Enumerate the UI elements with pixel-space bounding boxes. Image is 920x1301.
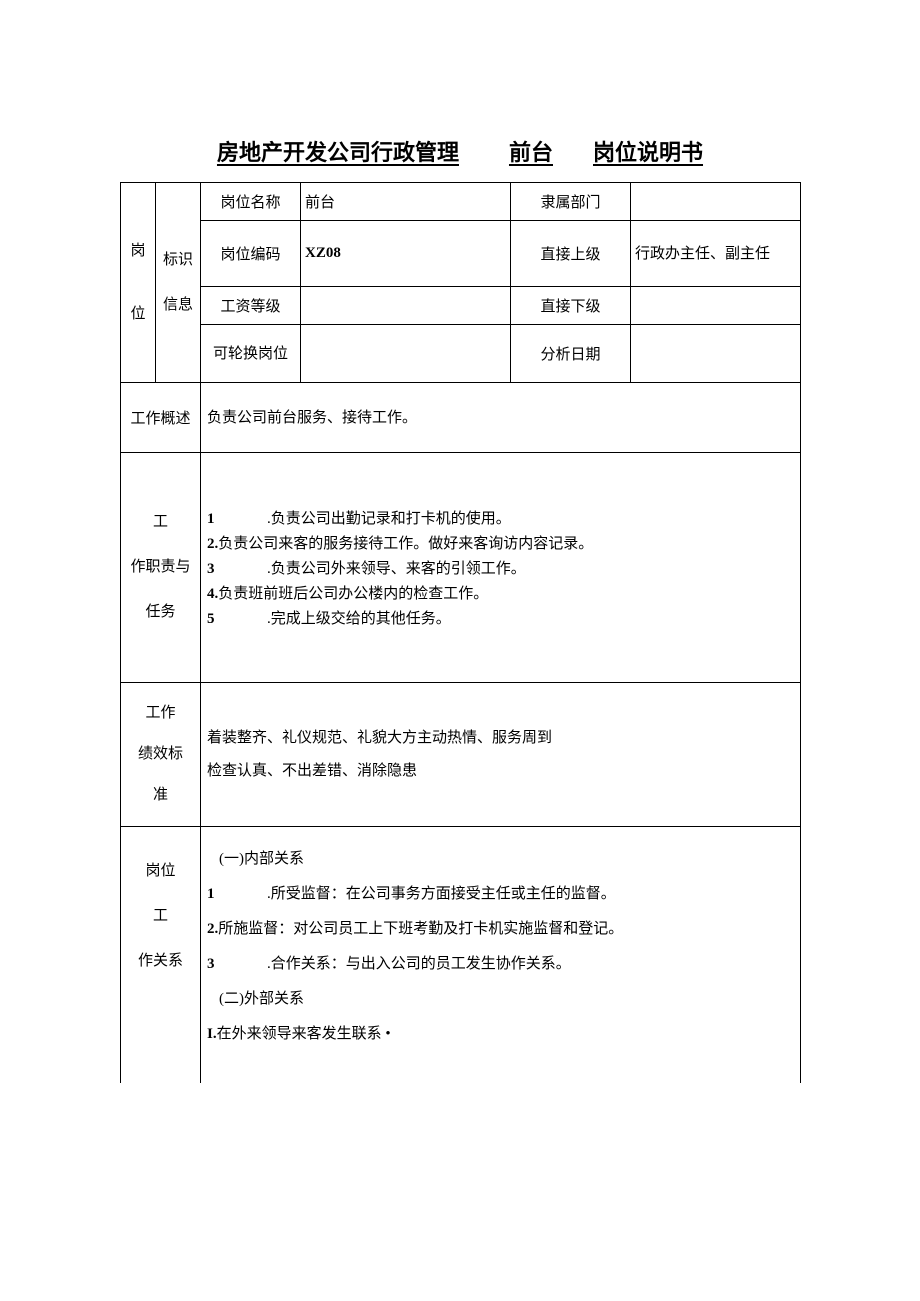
relation-heading: (二)外部关系: [207, 983, 794, 1016]
value-analysis-date: [631, 325, 801, 383]
duty-item: 4.负责班前班后公司办公楼内的检查工作。: [207, 582, 794, 603]
document-title: 房地产开发公司行政管理 前台 岗位说明书: [120, 135, 800, 167]
relation-number: I.: [207, 1018, 217, 1051]
relation-text: 所施监督：对公司员工上下班考勤及打卡机实施监督和登记。: [218, 921, 623, 937]
label-department: 隶属部门: [511, 183, 631, 221]
value-position-name: 前台: [301, 183, 511, 221]
duty-item: 2.负责公司来客的服务接待工作。做好来客询访内容记录。: [207, 532, 794, 553]
value-overview: 负责公司前台服务、接待工作。: [201, 383, 801, 453]
duty-text: .负责公司出勤记录和打卡机的使用。: [267, 511, 511, 527]
table-row: 可轮换岗位 分析日期: [121, 325, 801, 383]
value-relations: (一)内部关系1.所受监督：在公司事务方面接受主任或主任的监督。2.所施监督：对…: [201, 827, 801, 1084]
relation-item: 3.合作关系：与出入公司的员工发生协作关系。: [207, 948, 794, 981]
table-row: 岗位 工 作关系 (一)内部关系1.所受监督：在公司事务方面接受主任或主任的监督…: [121, 827, 801, 1084]
title-part2: 前台: [509, 140, 553, 165]
label-analysis-date: 分析日期: [511, 325, 631, 383]
relation-text: .合作关系：与出入公司的员工发生协作关系。: [267, 956, 571, 972]
label-position-code: 岗位编码: [201, 221, 301, 287]
job-description-table: 岗 位 标识 信息 岗位名称 前台 隶属部门 岗位编码 XZ08 直接上级 行政…: [120, 182, 801, 1083]
label-rotatable: 可轮换岗位: [201, 325, 301, 383]
value-rotatable: [301, 325, 511, 383]
label-relations: 岗位 工 作关系: [121, 827, 201, 1084]
label-duties: 工 作职责与 任务: [121, 453, 201, 683]
duty-number: 5: [207, 611, 267, 628]
duty-text: 负责班前班后公司办公楼内的检查工作。: [218, 586, 488, 602]
relation-item: 1.所受监督：在公司事务方面接受主任或主任的监督。: [207, 878, 794, 911]
table-row: 工作 绩效标 准 着装整齐、礼仪规范、礼貌大方主动热情、服务周到 检查认真、不出…: [121, 683, 801, 827]
table-row: 工 作职责与 任务 1.负责公司出勤记录和打卡机的使用。 2.负责公司来客的服务接…: [121, 453, 801, 683]
value-duties: 1.负责公司出勤记录和打卡机的使用。 2.负责公司来客的服务接待工作。做好来客询访…: [201, 453, 801, 683]
relation-heading: (一)内部关系: [207, 843, 794, 876]
duty-text: 负责公司来客的服务接待工作。做好来客询访内容记录。: [218, 536, 593, 552]
value-standard: 着装整齐、礼仪规范、礼貌大方主动热情、服务周到 检查认真、不出差错、消除隐患: [201, 683, 801, 827]
duty-item: 3.负责公司外来领导、来客的引领工作。: [207, 557, 794, 578]
duty-number: 1: [207, 511, 267, 528]
relation-text: .所受监督：在公司事务方面接受主任或主任的监督。: [267, 886, 616, 902]
table-row: 工资等级 直接下级: [121, 287, 801, 325]
label-salary-grade: 工资等级: [201, 287, 301, 325]
relation-number: 1: [207, 878, 267, 911]
duty-text: .完成上级交给的其他任务。: [267, 611, 451, 627]
value-supervisor: 行政办主任、副主任: [631, 221, 801, 287]
label-standard: 工作 绩效标 准: [121, 683, 201, 827]
value-department: [631, 183, 801, 221]
duty-item: 5.完成上级交给的其他任务。: [207, 607, 794, 628]
duty-text: .负责公司外来领导、来客的引领工作。: [267, 561, 526, 577]
label-overview: 工作概述: [121, 383, 201, 453]
table-row: 岗位编码 XZ08 直接上级 行政办主任、副主任: [121, 221, 801, 287]
relation-text: 在外来领导来客发生联系 •: [217, 1026, 391, 1042]
relation-item: I.在外来领导来客发生联系 •: [207, 1018, 794, 1051]
id-col-mid: 标识 信息: [156, 183, 201, 383]
duty-number: 2.: [207, 536, 218, 553]
label-position-name: 岗位名称: [201, 183, 301, 221]
id-col1: 岗 位: [121, 183, 156, 383]
duty-number: 3: [207, 561, 267, 578]
value-subordinate: [631, 287, 801, 325]
value-salary-grade: [301, 287, 511, 325]
label-subordinate: 直接下级: [511, 287, 631, 325]
label-supervisor: 直接上级: [511, 221, 631, 287]
table-row: 工作概述 负责公司前台服务、接待工作。: [121, 383, 801, 453]
title-part1: 房地产开发公司行政管理: [217, 140, 459, 165]
value-position-code: XZ08: [301, 221, 511, 287]
duty-item: 1.负责公司出勤记录和打卡机的使用。: [207, 507, 794, 528]
relation-number: 3: [207, 948, 267, 981]
title-part3: 岗位说明书: [593, 140, 703, 165]
duty-number: 4.: [207, 586, 218, 603]
relation-item: 2.所施监督：对公司员工上下班考勤及打卡机实施监督和登记。: [207, 913, 794, 946]
relation-number: 2.: [207, 913, 218, 946]
table-row: 岗 位 标识 信息 岗位名称 前台 隶属部门: [121, 183, 801, 221]
